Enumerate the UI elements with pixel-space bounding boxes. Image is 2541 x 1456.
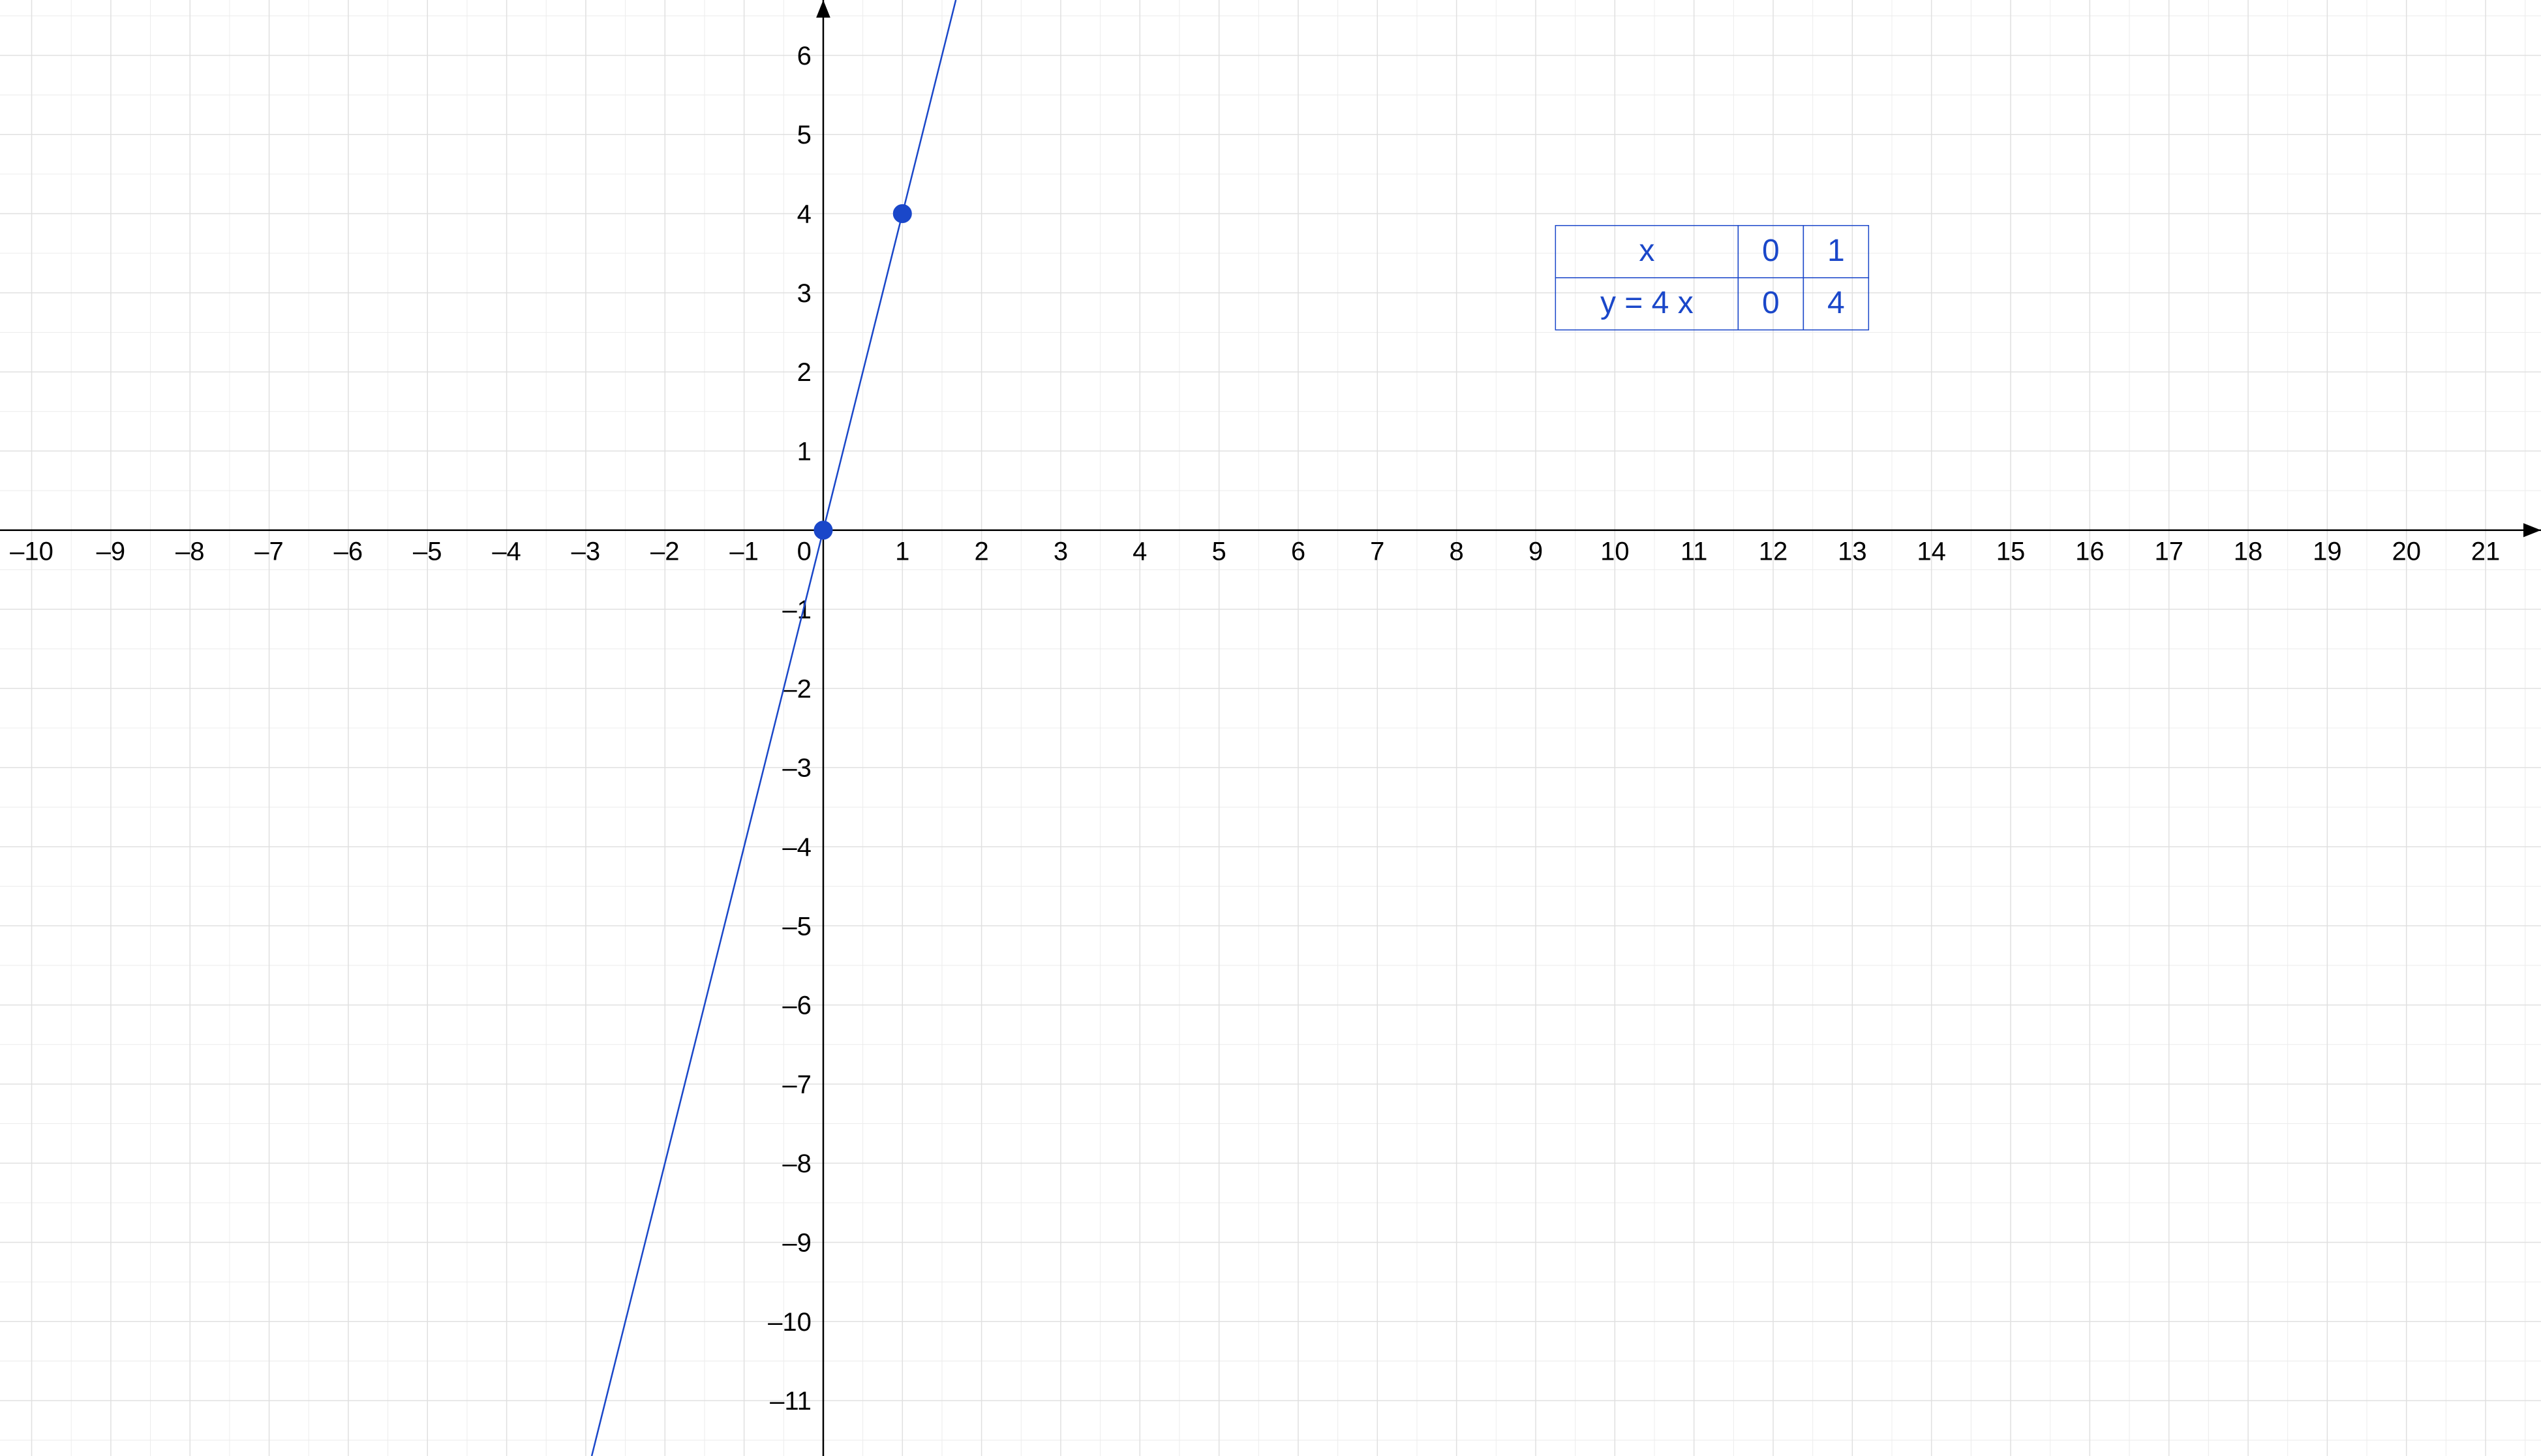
x-tick-label: 14 (1917, 538, 1946, 566)
coordinate-plane-chart: –10–9–8–7–6–5–4–3–2–10123456789101112131… (0, 0, 2541, 1456)
y-tick-label: –3 (782, 754, 812, 783)
y-tick-label: –4 (782, 833, 812, 862)
table-cell-text: x (1639, 234, 1654, 268)
x-tick-label: 19 (2313, 538, 2342, 566)
x-tick-label: –10 (10, 538, 53, 566)
y-tick-label: 2 (797, 358, 812, 387)
y-axis-arrow-icon (816, 0, 830, 18)
x-axis-arrow-icon (2523, 523, 2541, 538)
table-cell-text: 1 (1827, 234, 1845, 268)
x-tick-label: –7 (254, 538, 284, 566)
y-tick-label: –1 (782, 596, 812, 624)
x-tick-label: –5 (413, 538, 442, 566)
table-cell-text: 0 (1762, 286, 1780, 320)
x-tick-label: 6 (1291, 538, 1305, 566)
y-tick-label: 5 (797, 121, 812, 149)
data-point (814, 521, 832, 539)
x-tick-label: 10 (1600, 538, 1630, 566)
y-tick-label: –7 (782, 1070, 812, 1099)
x-tick-label: 5 (1212, 538, 1226, 566)
x-tick-label: –6 (334, 538, 363, 566)
x-tick-label: 21 (2471, 538, 2501, 566)
axis-tick-labels: –10–9–8–7–6–5–4–3–2–10123456789101112131… (10, 42, 2500, 1416)
table-cell-text: 4 (1827, 286, 1845, 320)
x-tick-label: 1 (895, 538, 909, 566)
y-tick-label: –10 (768, 1308, 812, 1337)
y-tick-label: 4 (797, 200, 812, 229)
x-tick-label: 20 (2392, 538, 2421, 566)
x-tick-label: 12 (1759, 538, 1788, 566)
table-cell-text: y = 4 x (1600, 286, 1694, 320)
x-tick-label: –4 (492, 538, 521, 566)
x-tick-label: 3 (1054, 538, 1068, 566)
x-tick-label: –2 (650, 538, 680, 566)
y-tick-label: –9 (782, 1228, 812, 1257)
x-tick-label: 11 (1681, 538, 1708, 566)
x-tick-label: 13 (1838, 538, 1867, 566)
x-tick-label: 7 (1370, 538, 1384, 566)
x-tick-label: 0 (797, 538, 812, 566)
y-tick-label: –8 (782, 1149, 812, 1178)
x-tick-label: 16 (2075, 538, 2105, 566)
x-tick-label: –8 (175, 538, 205, 566)
x-tick-label: 4 (1133, 538, 1147, 566)
y-tick-label: –11 (770, 1387, 812, 1416)
x-tick-label: 17 (2154, 538, 2183, 566)
x-tick-label: 2 (974, 538, 988, 566)
data-point (893, 205, 911, 223)
x-tick-label: 18 (2234, 538, 2263, 566)
x-tick-label: –9 (97, 538, 126, 566)
x-tick-label: 8 (1450, 538, 1464, 566)
x-tick-label: 15 (1996, 538, 2026, 566)
y-tick-label: –6 (782, 992, 812, 1020)
grid (0, 0, 2541, 1456)
value-table: x 0 1 y = 4 x 0 4 (1555, 226, 1868, 330)
y-tick-label: 1 (797, 437, 812, 466)
table-cell-text: 0 (1762, 234, 1780, 268)
x-tick-label: 9 (1529, 538, 1543, 566)
y-tick-label: –5 (782, 912, 812, 941)
x-tick-label: –1 (729, 538, 759, 566)
y-tick-label: 3 (797, 279, 812, 308)
y-tick-label: 6 (797, 42, 812, 70)
x-tick-label: –3 (571, 538, 601, 566)
